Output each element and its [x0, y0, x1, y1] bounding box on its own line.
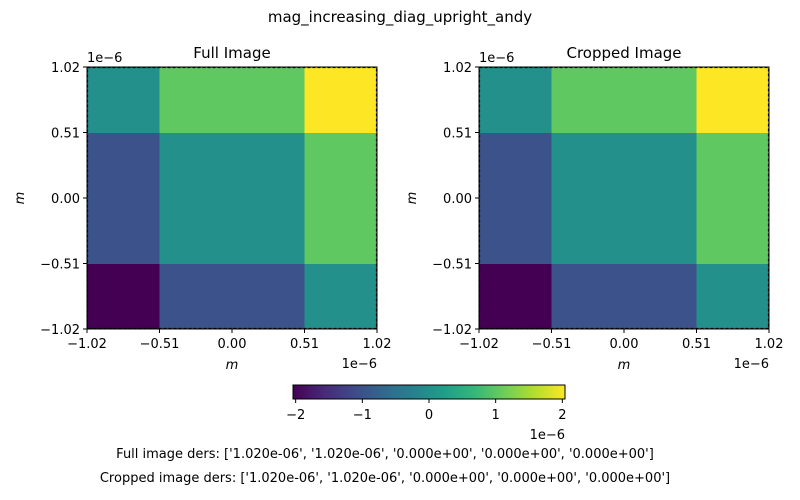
y-tick-label: 0.00 [443, 192, 472, 207]
colorbar-tick-label: 2 [558, 408, 566, 423]
heatmap-panels: Full Image −1.02 −0.51 0.00 0.51 1.02 −1.02 −0.… [13, 44, 783, 373]
full-image-ders-note: Full image ders: ['1.020e-06', '1.020e-0… [116, 447, 654, 462]
y-tick-label: 0.51 [443, 127, 472, 142]
heatmap-cell [696, 67, 770, 133]
heatmap-cell [159, 67, 305, 133]
y-tick-label: 0.00 [51, 192, 80, 207]
x-axis-label: m [618, 358, 631, 373]
heatmap-cell [87, 263, 160, 330]
y-axis-label: m [13, 192, 28, 205]
y-tick-label: 0.51 [51, 127, 80, 142]
heatmap-cell [159, 132, 305, 264]
x-tick-label: −0.51 [532, 337, 572, 352]
heatmap-cell [304, 67, 378, 133]
colorbar-tick-label: −2 [286, 408, 305, 423]
colorbar-bar [292, 384, 566, 400]
heatmap-cell [696, 263, 770, 330]
y-axis-label: m [405, 192, 420, 205]
x-axis-label: m [226, 358, 239, 373]
panel-title: Full Image [193, 44, 270, 62]
x-tick-label: −0.51 [140, 337, 180, 352]
x-tick-label: 0.51 [290, 337, 319, 352]
x-tick-label: 0.00 [218, 337, 247, 352]
heatmap-cell [479, 132, 552, 264]
y-offset-label: 1e−6 [479, 51, 514, 66]
x-tick-label: 1.02 [755, 337, 784, 352]
heatmap-panel: Cropped Image −1.02 −0.51 0.00 0.51 1.02 −1.02… [405, 44, 783, 373]
heatmap-cell [304, 132, 378, 264]
heatmap-panel: Full Image −1.02 −0.51 0.00 0.51 1.02 −1.02 −0.… [13, 44, 391, 373]
y-tick-label: 1.02 [51, 61, 80, 76]
heatmap-cell [551, 67, 697, 133]
y-tick-label: −0.51 [432, 258, 472, 273]
heatmap-cell [479, 263, 552, 330]
x-tick-label: 0.51 [682, 337, 711, 352]
colorbar-tick-label: 0 [425, 408, 433, 423]
x-tick-label: 1.02 [363, 337, 392, 352]
y-tick-label: −0.51 [40, 258, 80, 273]
colorbar-tick-label: −1 [353, 408, 372, 423]
heatmap-cell [551, 132, 697, 264]
panel-title: Cropped Image [566, 44, 681, 62]
heatmap-cell [159, 263, 305, 330]
y-tick-label: 1.02 [443, 61, 472, 76]
cropped-image-ders-note: Cropped image ders: ['1.020e-06', '1.020… [99, 471, 671, 486]
heatmap-cell [87, 67, 160, 133]
y-offset-label: 1e−6 [87, 51, 122, 66]
y-tick-label: −1.02 [432, 323, 472, 338]
colorbar-offset-label: 1e−6 [530, 428, 565, 443]
heatmap-cell [304, 263, 378, 330]
figure-suptitle: mag_increasing_diag_upright_andy [268, 8, 532, 27]
x-offset-label: 1e−6 [342, 357, 377, 372]
x-tick-label: −1.02 [459, 337, 499, 352]
colorbar-tick-label: 1 [492, 408, 500, 423]
x-offset-label: 1e−6 [734, 357, 769, 372]
heatmap-cell [696, 132, 770, 264]
heatmap-cell [87, 132, 160, 264]
heatmap-cell [551, 263, 697, 330]
y-tick-label: −1.02 [40, 323, 80, 338]
colorbar: −2 −1 0 1 2 1e−6 [286, 384, 566, 443]
x-tick-label: −1.02 [67, 337, 107, 352]
heatmap-cell [479, 67, 552, 133]
x-tick-label: 0.00 [610, 337, 639, 352]
